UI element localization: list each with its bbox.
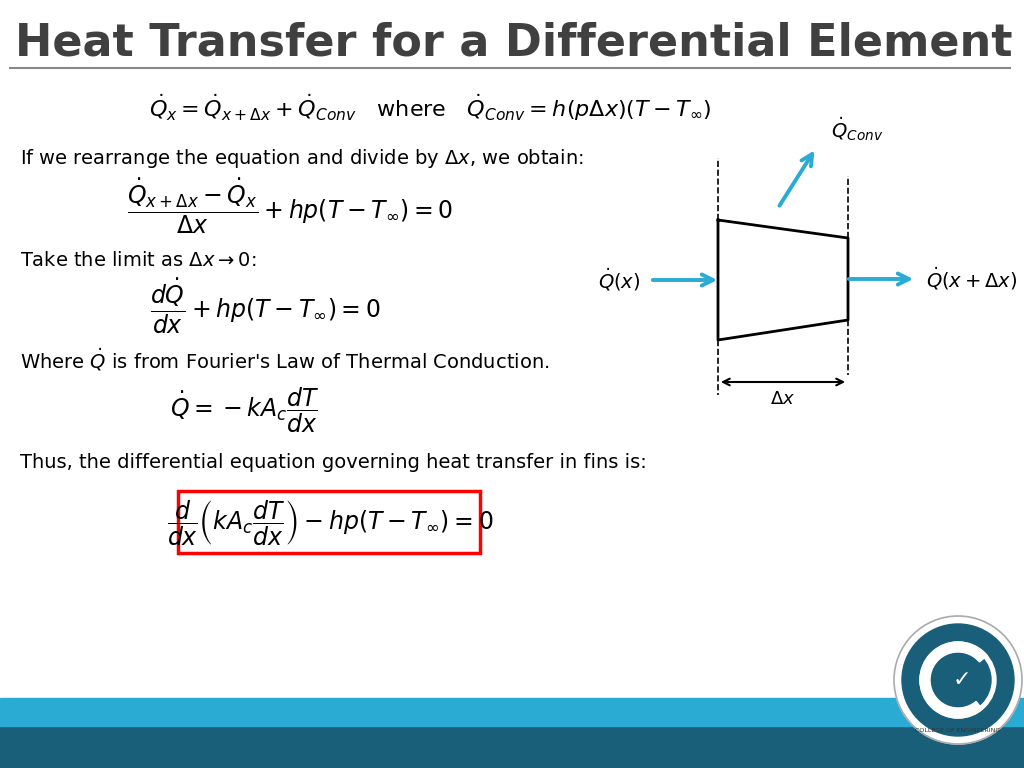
Text: $\dot{Q}(x + \Delta x)$: $\dot{Q}(x + \Delta x)$ [926,266,1017,293]
Text: $\dfrac{\dot{Q}_{x+\Delta x} - \dot{Q}_x}{\Delta x} + hp(T - T_\infty) = 0$: $\dfrac{\dot{Q}_{x+\Delta x} - \dot{Q}_x… [127,177,453,236]
Text: $\dot{Q} = -kA_c\dfrac{dT}{dx}$: $\dot{Q} = -kA_c\dfrac{dT}{dx}$ [170,386,319,435]
Bar [0,726,1024,768]
Bar [0,698,1024,726]
Circle shape [925,647,991,713]
Text: COLLEGE OF ENGINEERING: COLLEGE OF ENGINEERING [915,727,1000,733]
Text: Thus, the differential equation governing heat transfer in fins is:: Thus, the differential equation governin… [20,453,647,472]
Polygon shape [920,642,987,718]
Text: Where $\dot{Q}$ is from Fourier's Law of Thermal Conduction.: Where $\dot{Q}$ is from Fourier's Law of… [20,346,550,373]
Text: $\dot{Q}_x = \dot{Q}_{x+\Delta x} + \dot{Q}_{Conv}$   where   $\dot{Q}_{Conv} = : $\dot{Q}_x = \dot{Q}_{x+\Delta x} + \dot… [148,92,712,124]
Text: $\dot{Q}(x)$: $\dot{Q}(x)$ [598,266,640,293]
Circle shape [894,616,1022,744]
Circle shape [932,654,984,706]
Text: $\dfrac{d\dot{Q}}{dx} + hp(T - T_\infty) = 0$: $\dfrac{d\dot{Q}}{dx} + hp(T - T_\infty)… [150,276,380,336]
Text: $\dfrac{d}{dx}\left(kA_c\dfrac{dT}{dx}\right) - hp(T - T_\infty) = 0$: $\dfrac{d}{dx}\left(kA_c\dfrac{dT}{dx}\r… [167,498,494,548]
Circle shape [920,642,996,718]
Bar [178,491,480,553]
Text: Heat Transfer for a Differential Element: Heat Transfer for a Differential Element [15,22,1013,65]
Text: If we rearrange the equation and divide by $\Delta x$, we obtain:: If we rearrange the equation and divide … [20,147,584,170]
Text: $\mathbf{\checkmark}$: $\mathbf{\checkmark}$ [951,668,969,688]
Circle shape [902,624,1014,736]
Text: $\dot{Q}_{Conv}$: $\dot{Q}_{Conv}$ [831,115,884,143]
Text: $\Delta x$: $\Delta x$ [770,390,796,408]
Text: Take the limit as $\Delta x{\rightarrow}0$:: Take the limit as $\Delta x{\rightarrow}… [20,250,256,270]
